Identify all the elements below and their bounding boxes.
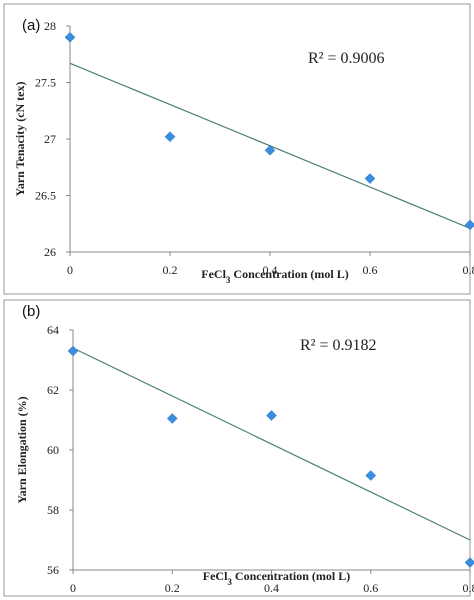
y-tick-label: 62 xyxy=(47,383,59,397)
panel-frame xyxy=(3,299,471,597)
x-tick-label: 0 xyxy=(70,581,76,595)
y-tick-label: 27.5 xyxy=(35,76,56,90)
y-axis-label: Yarn Tenacity (cN tex) xyxy=(13,82,27,197)
data-point xyxy=(365,470,377,481)
data-point xyxy=(64,31,76,43)
y-tick-label: 26.5 xyxy=(35,189,56,203)
chart-panel-a: 26 26.5 27 27.5 28 0 0.2 0.4 0.6 0.8 (a) R² = 0.900… xyxy=(3,3,474,295)
x-tick-label: 0.4 xyxy=(264,581,279,595)
data-point xyxy=(164,131,176,143)
y-axis-label: Yarn Elongation (%) xyxy=(15,396,29,503)
y-tick-label: 64 xyxy=(47,323,59,337)
y-tick-label: 28 xyxy=(44,19,56,33)
data-point xyxy=(464,219,474,231)
x-tick-label: 0 xyxy=(67,263,73,277)
x-axis-label: FeCl3 Concentration (mol L) xyxy=(201,267,348,285)
y-tick-label: 60 xyxy=(47,443,59,457)
data-point xyxy=(67,345,79,357)
x-tick-label: 0.8 xyxy=(463,263,474,277)
y-tick-label: 56 xyxy=(47,563,59,577)
y-tick-label: 58 xyxy=(47,503,59,517)
trendline xyxy=(72,347,471,541)
data-point xyxy=(364,173,376,184)
r-squared-label: R² = 0.9006 xyxy=(308,50,385,67)
x-tick-label: 0.8 xyxy=(463,581,474,595)
x-tick-label: 0.6 xyxy=(363,263,378,277)
panel-label: (b) xyxy=(22,303,40,320)
data-point xyxy=(464,557,474,568)
data-point xyxy=(166,413,178,424)
x-tick-label: 0.2 xyxy=(165,581,180,595)
x-axis-label: FeCl3 Concentration (mol L) xyxy=(203,569,350,587)
chart-panel-b: 56 58 60 62 64 0 0.2 0.4 0.6 0.8 (b) R² = 0.9182 FeC… xyxy=(3,299,474,597)
data-point xyxy=(264,144,276,156)
panel-label: (a) xyxy=(22,17,40,34)
panel-frame xyxy=(3,3,471,295)
x-tick-label: 0.6 xyxy=(363,581,378,595)
r-squared-label: R² = 0.9182 xyxy=(300,337,377,354)
x-tick-label: 0.2 xyxy=(163,263,178,277)
y-tick-label: 27 xyxy=(44,132,56,146)
data-point xyxy=(266,410,277,421)
y-tick-label: 26 xyxy=(44,245,56,259)
x-tick-label: 0.4 xyxy=(263,263,278,277)
